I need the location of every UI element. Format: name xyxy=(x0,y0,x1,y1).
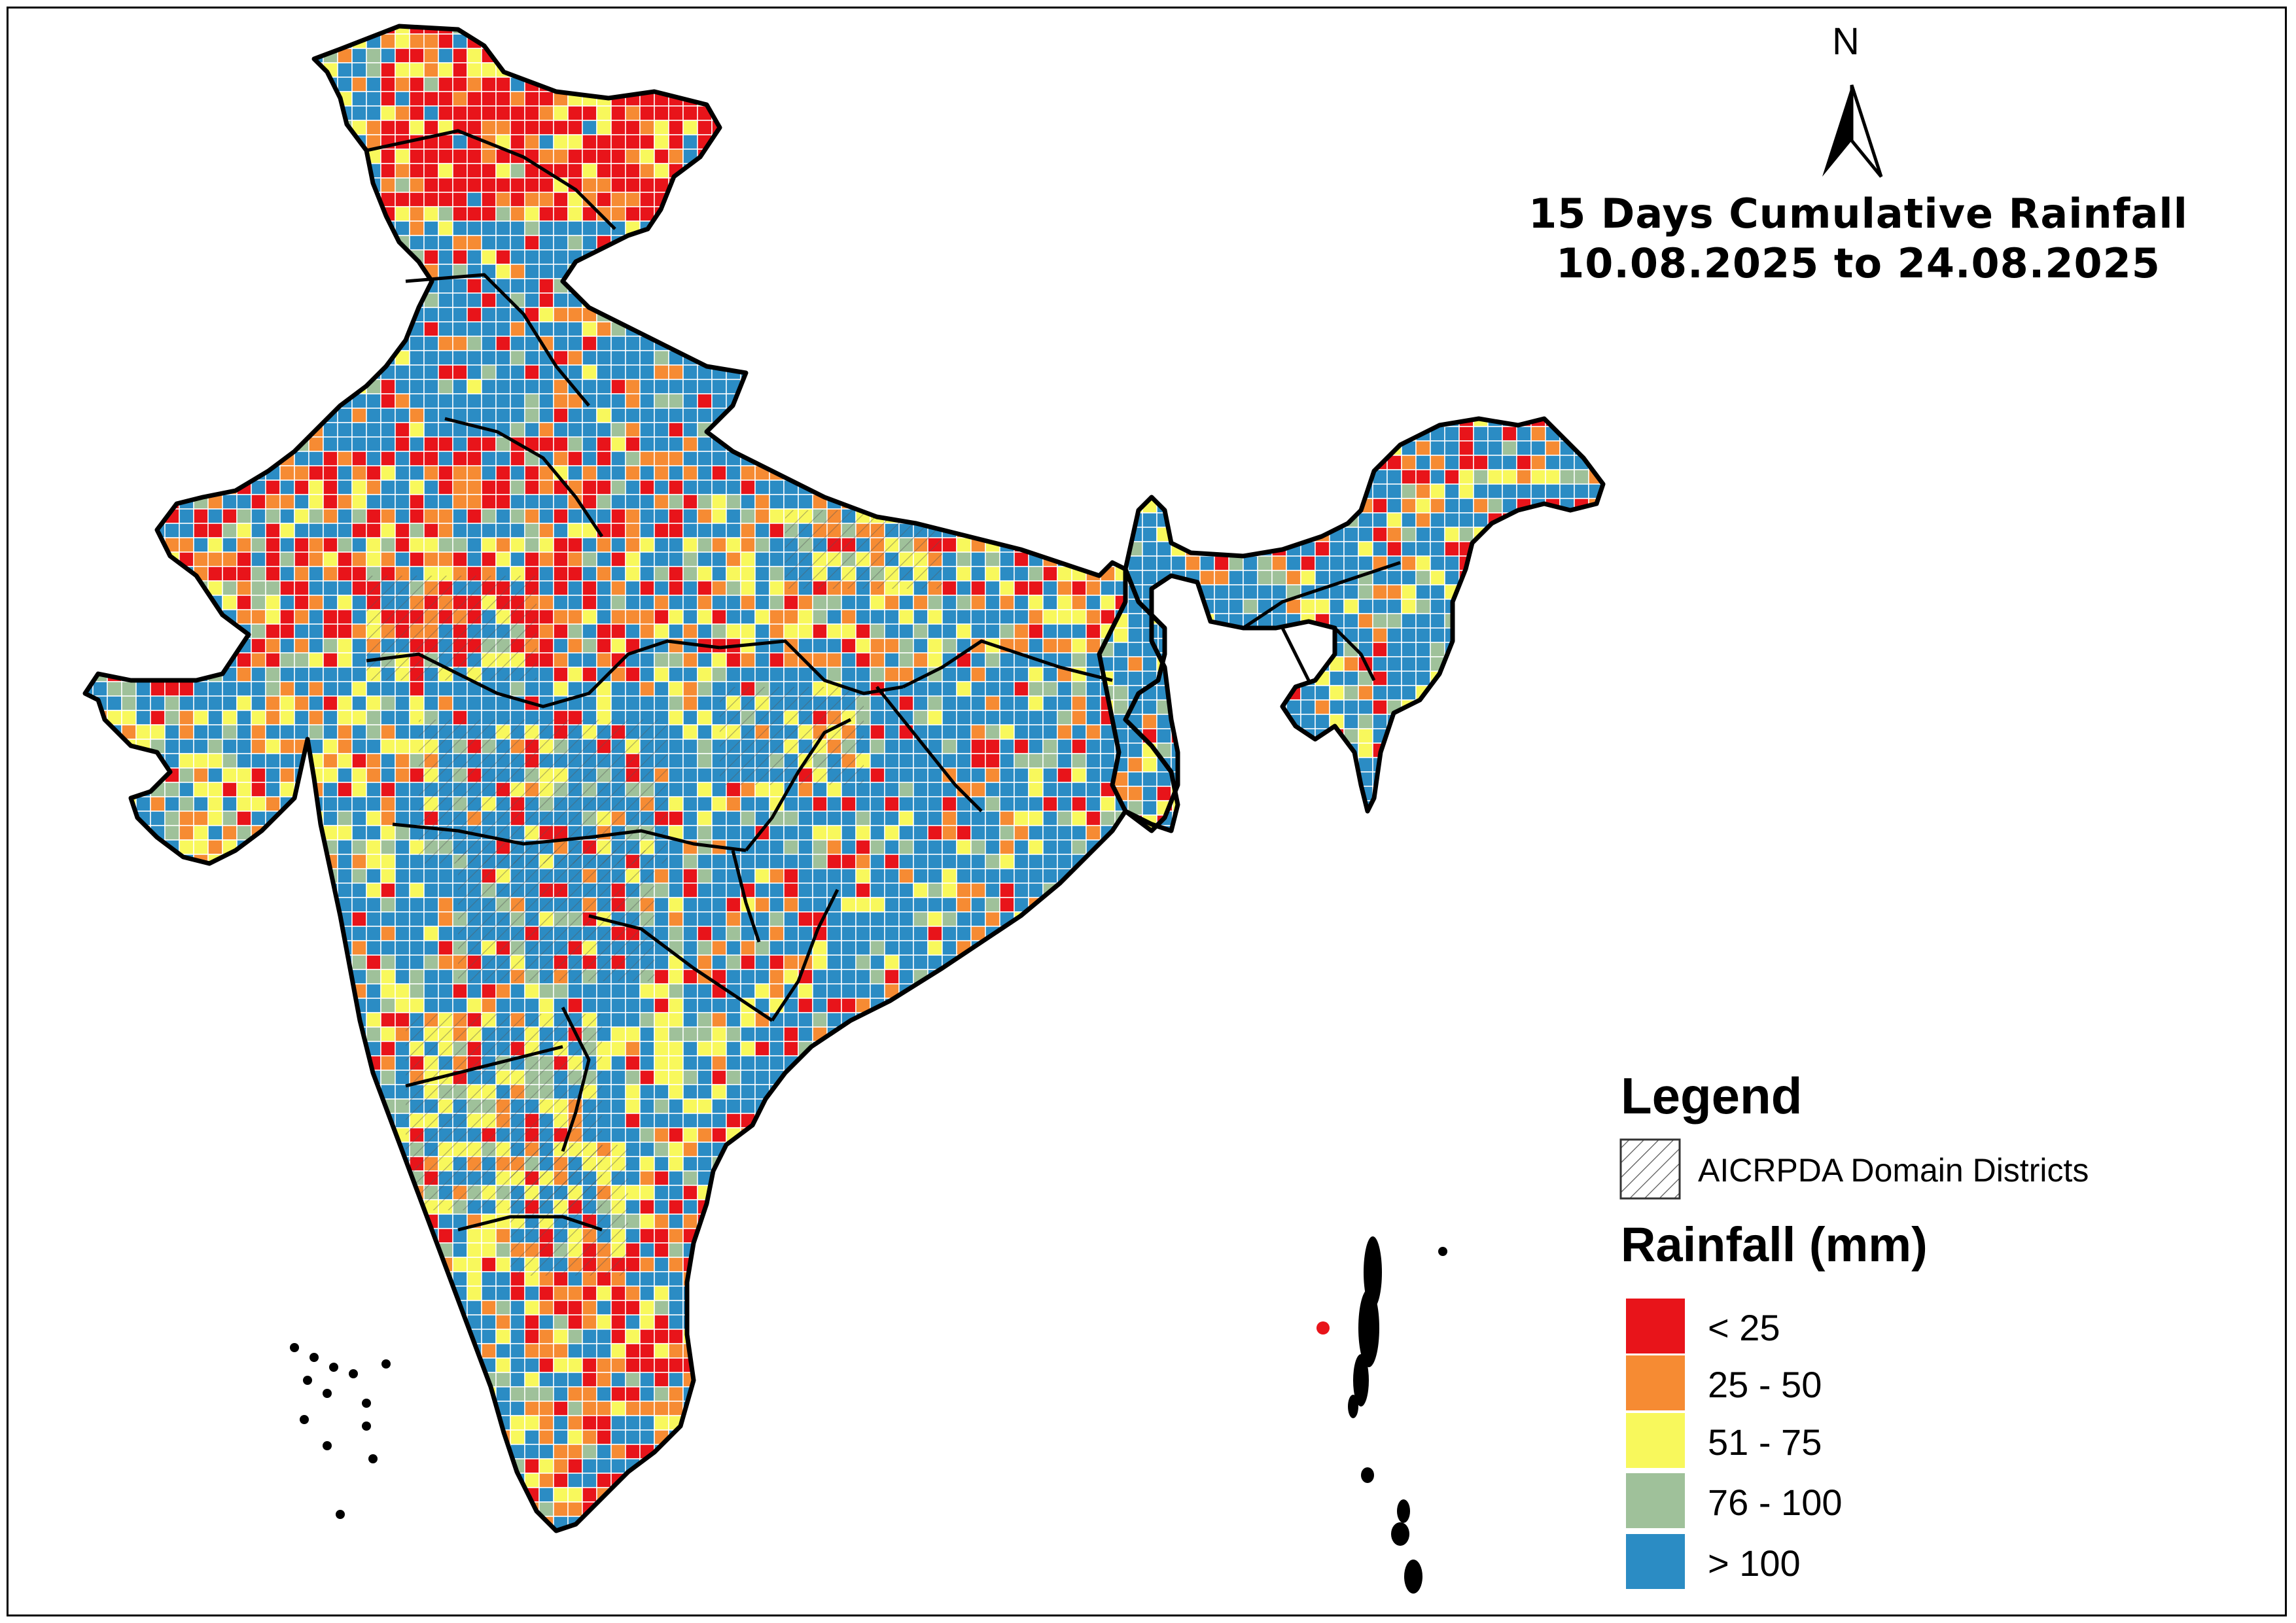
map-subtitle-dates: 10.08.2025 to 24.08.2025 xyxy=(1556,239,2161,287)
hatch-swatch xyxy=(1619,1138,1681,1200)
lakshadweep-island-11 xyxy=(368,1454,378,1463)
legend-swatch-1 xyxy=(1626,1355,1685,1410)
legend-label-1: 25 - 50 xyxy=(1708,1364,1822,1405)
lakshadweep-island-3 xyxy=(303,1376,312,1385)
state-boundaries xyxy=(82,24,1606,1533)
lakshadweep-island-2 xyxy=(329,1363,338,1372)
andaman-island-tip xyxy=(1348,1395,1358,1418)
nicobar-island-2 xyxy=(1397,1499,1410,1523)
state-boundary-5 xyxy=(392,822,747,852)
nicobar-island-1 xyxy=(1361,1467,1374,1483)
lakshadweep-island-7 xyxy=(381,1359,391,1369)
rainfall-grid xyxy=(85,26,1603,1531)
state-boundary-0 xyxy=(366,129,616,230)
legend-swatch-0 xyxy=(1626,1299,1685,1353)
map-title: 15 Days Cumulative Rainfall xyxy=(1528,190,2188,237)
lakshadweep-island-1 xyxy=(309,1353,319,1362)
andaman-island-south xyxy=(1353,1354,1369,1406)
india-outline xyxy=(82,24,1180,1533)
state-boundary-4 xyxy=(719,639,904,695)
lakshadweep-island-4 xyxy=(323,1389,332,1398)
state-boundary-11 xyxy=(405,1045,563,1088)
lakshadweep-island-9 xyxy=(362,1422,371,1431)
state-boundary-13 xyxy=(770,888,839,1022)
state-boundary-14 xyxy=(731,850,761,943)
state-boundary-15 xyxy=(1242,561,1401,630)
state-boundary-1 xyxy=(405,273,590,407)
lakshadweep-island-0 xyxy=(290,1343,299,1352)
lakshadweep-island-12 xyxy=(336,1510,345,1519)
map-frame xyxy=(7,7,2287,1616)
state-boundary-6 xyxy=(745,718,852,852)
state-boundary-3 xyxy=(366,639,720,708)
state-boundary-16 xyxy=(1333,627,1376,682)
rainfall-legend-title: Rainfall (mm) xyxy=(1621,1217,1928,1272)
lakshadweep-island-5 xyxy=(349,1369,358,1378)
andaman-outlier xyxy=(1438,1247,1447,1256)
state-boundary-8 xyxy=(902,639,1113,689)
legend-swatch-2 xyxy=(1626,1413,1685,1468)
aicrpda-hatch-overlay xyxy=(366,510,942,1276)
nicobar-island-3 xyxy=(1391,1522,1409,1546)
state-boundary-17 xyxy=(1280,627,1311,682)
north-arrow-icon xyxy=(1822,84,1883,178)
state-boundary-2 xyxy=(444,417,604,538)
north-label: N xyxy=(1832,20,1860,63)
andaman-red-cell xyxy=(1316,1321,1330,1335)
state-boundary-12 xyxy=(457,1215,603,1232)
nicobar-island-4 xyxy=(1404,1560,1422,1594)
andaman-island-middle xyxy=(1358,1289,1379,1367)
state-boundary-10 xyxy=(561,1006,591,1152)
legend-label-3: 76 - 100 xyxy=(1708,1482,1843,1523)
legend-swatch-3 xyxy=(1626,1473,1685,1528)
lakshadweep-island-10 xyxy=(323,1441,332,1450)
lakshadweep-island-6 xyxy=(362,1399,371,1408)
legend-label-4: > 100 xyxy=(1708,1543,1801,1584)
hatch-legend-label: AICRPDA Domain Districts xyxy=(1698,1152,2089,1189)
northeast-outline xyxy=(1097,416,1606,833)
lakshadweep-island-8 xyxy=(300,1415,309,1424)
islands xyxy=(290,1236,1447,1594)
legend-label-0: < 25 xyxy=(1708,1307,1780,1348)
state-boundary-9 xyxy=(588,914,773,1022)
legend-label-2: 51 - 75 xyxy=(1708,1422,1822,1463)
legend-title: Legend xyxy=(1621,1067,1803,1125)
legend-swatch-4 xyxy=(1626,1534,1685,1589)
state-boundary-7 xyxy=(875,686,983,812)
legend-swatches xyxy=(1626,1299,1685,1589)
